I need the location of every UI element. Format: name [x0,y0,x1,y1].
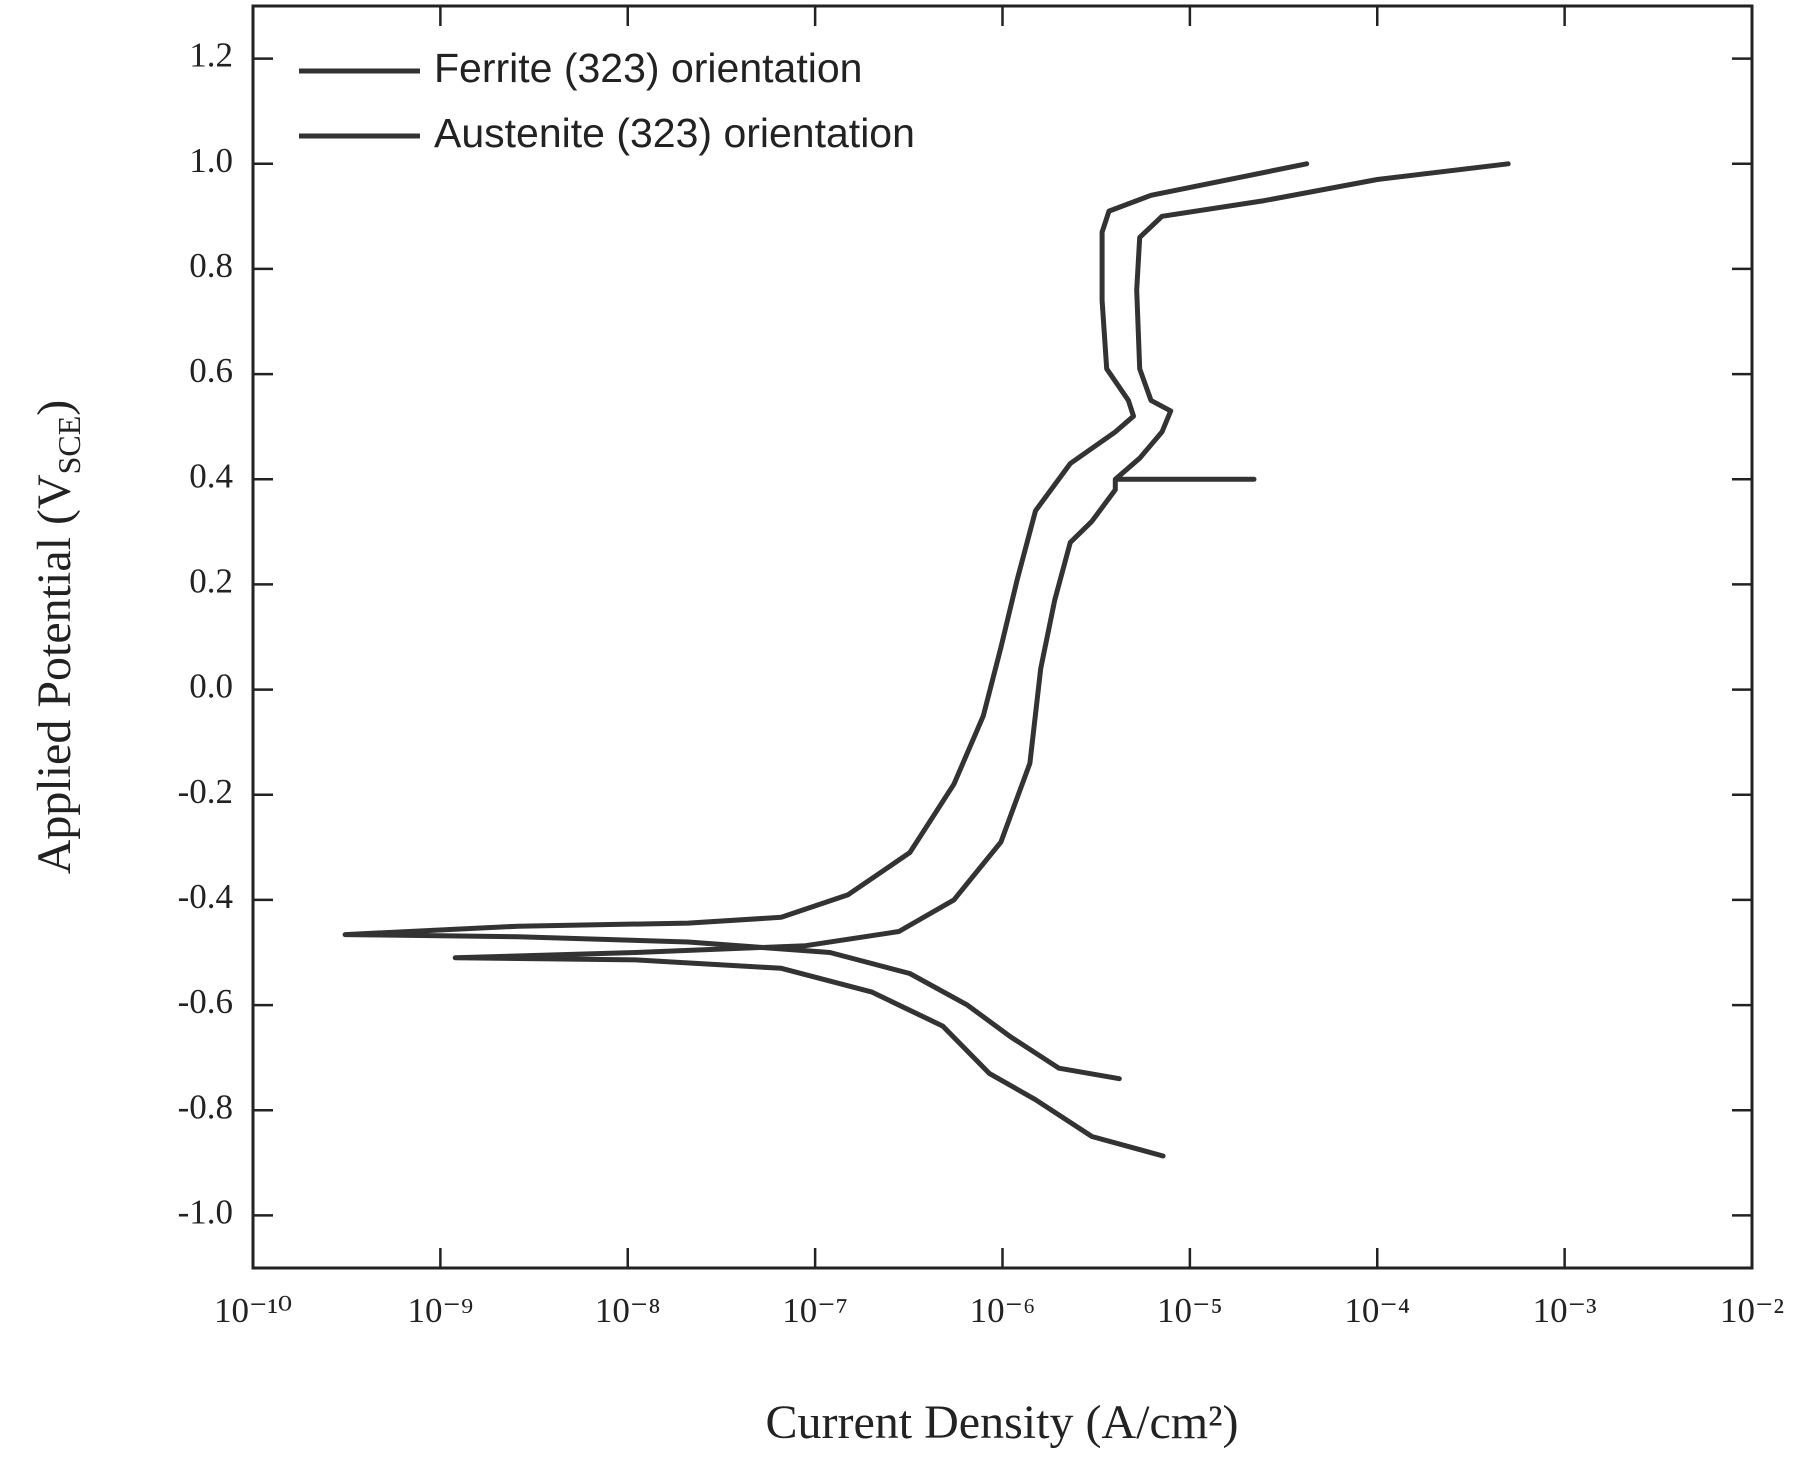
y-tick-label: 0.0 [189,667,233,706]
x-tick-label: 10⁻¹⁰ [214,1291,292,1330]
y-tick-label: -1.0 [178,1192,233,1231]
x-tick-label: 10⁻⁹ [408,1291,474,1330]
y-tick-label: 1.2 [189,36,233,75]
x-tick-label: 10⁻³ [1533,1291,1597,1330]
y-tick-label: -0.6 [178,982,233,1021]
y-tick-label: 0.2 [189,561,233,600]
y-tick-label: 0.8 [189,246,233,285]
x-tick-label: 10⁻⁷ [782,1291,848,1330]
x-tick-label: 10⁻² [1720,1291,1784,1330]
y-tick-label: 0.4 [189,456,233,495]
y-tick-label: -0.4 [178,877,233,916]
x-tick-label: 10⁻⁶ [970,1291,1036,1330]
series-line [452,161,1511,1159]
y-label-end: ) [28,400,81,416]
x-tick-label: 10⁻⁸ [595,1291,661,1330]
series-line [342,161,1310,1082]
x-axis-label: Current Density (A/cm²) [766,1396,1239,1449]
y-tick-label: -0.2 [178,772,233,811]
x-tick-label: 10⁻⁴ [1344,1291,1410,1330]
y-axis-label: Applied Potential (VSCE) [28,400,87,875]
y-label-main: Applied Potential (V [28,474,81,874]
y-tick-label: -0.8 [178,1087,233,1126]
y-label-sub: SCE [51,416,87,475]
legend-label: Ferrite (323) orientation [434,45,862,91]
x-tick-label: 10⁻⁵ [1157,1291,1223,1330]
y-tick-label: 0.6 [189,351,233,390]
y-tick-label: 1.0 [189,141,233,180]
legend-label: Austenite (323) orientation [434,110,915,156]
